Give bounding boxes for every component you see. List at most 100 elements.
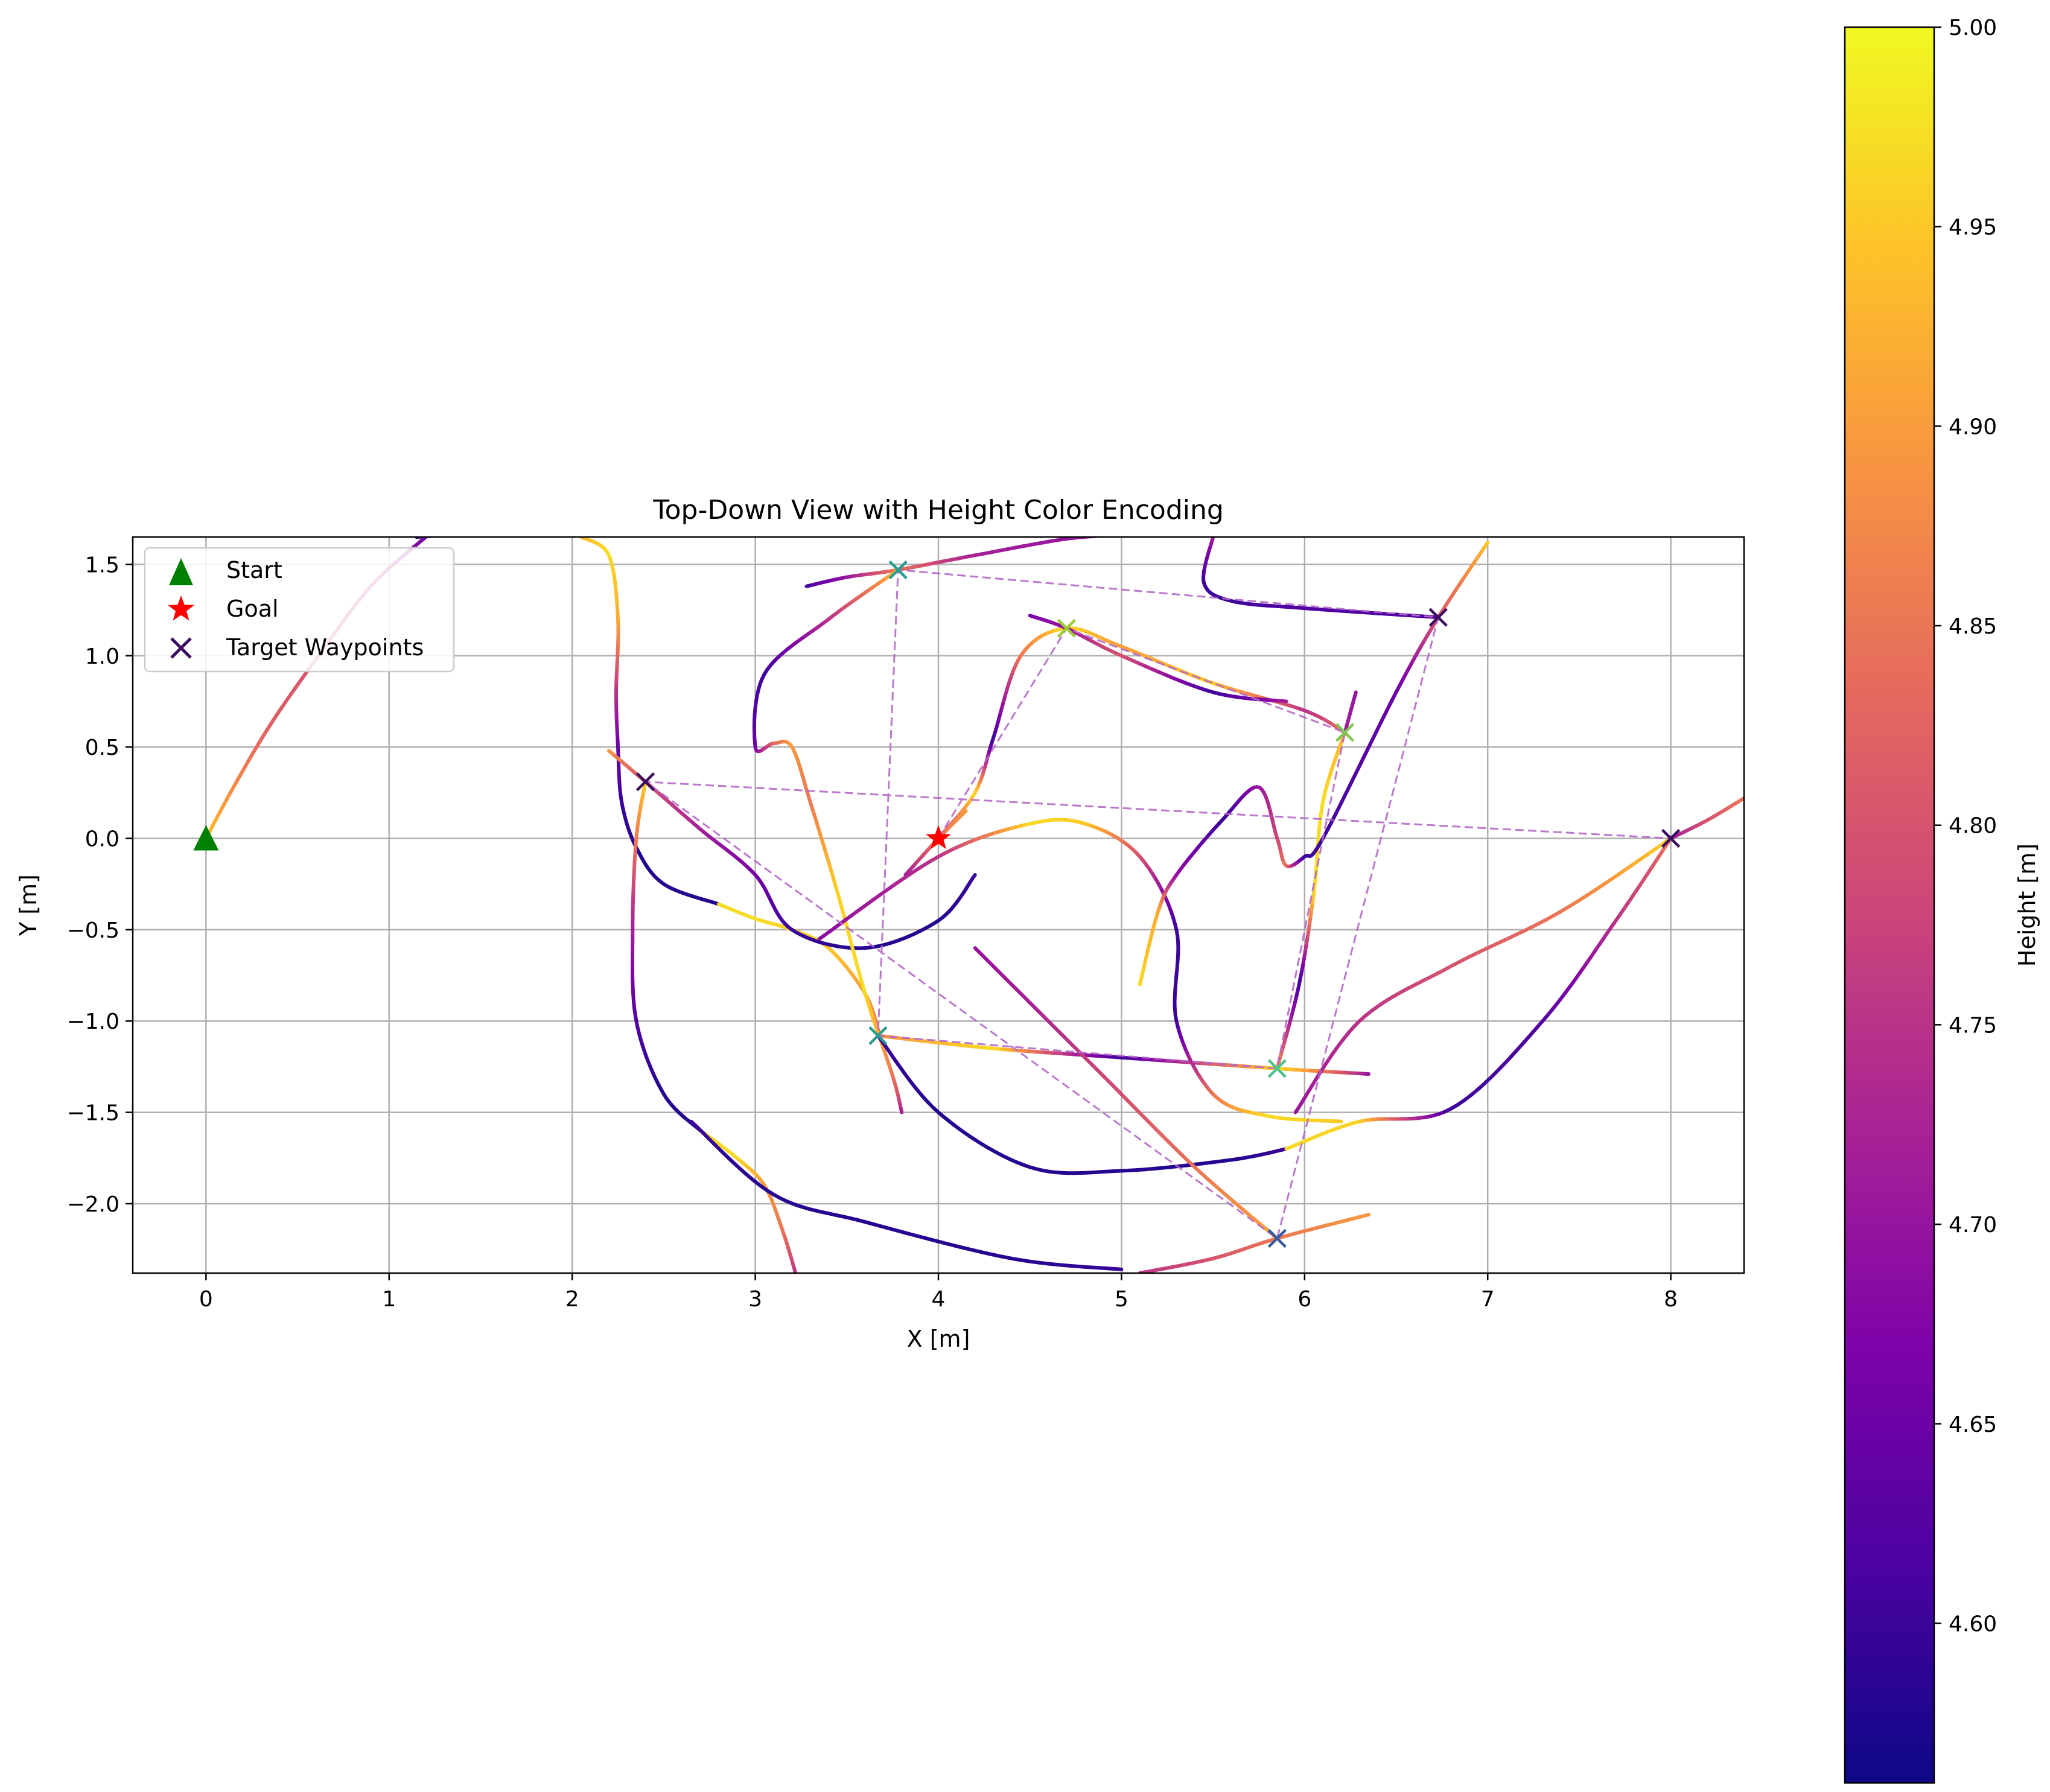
trajectory-piece (911, 865, 924, 874)
trajectory-piece (1176, 1060, 1192, 1064)
waypoint-stroke (888, 560, 908, 580)
y-tick-label: −1.0 (67, 1009, 119, 1034)
waypoint-marker (1267, 1059, 1287, 1078)
y-axis-label: Y [m] (15, 874, 42, 936)
trajectory-segment (1138, 541, 1490, 987)
trajectory-piece (963, 809, 968, 814)
legend-waypoint-marker (170, 637, 192, 659)
trajectory-segment (1343, 690, 1358, 734)
waypoint-marker (635, 772, 655, 792)
colorbar-tick-label: 4.60 (1949, 1612, 1997, 1636)
legend-start-label: Start (226, 557, 282, 583)
trajectory-piece (1593, 882, 1607, 892)
waypoint-stroke (1661, 828, 1681, 848)
waypoint-stroke (868, 1026, 888, 1046)
trajectory-piece (1344, 779, 1354, 795)
trajectory-segment (1138, 1213, 1370, 1273)
trajectory-segment (1284, 836, 1673, 1151)
colorbar-tick-label: 4.70 (1949, 1213, 1997, 1238)
trajectory-segment (606, 749, 977, 950)
legend-goal-marker (168, 596, 194, 621)
trajectory-piece (958, 1245, 973, 1252)
y-tick-label: 1.5 (85, 553, 119, 577)
waypoint-stroke (1057, 618, 1076, 638)
trajectory-piece (1385, 699, 1394, 713)
trajectory-piece (1130, 1056, 1145, 1061)
trajectory-piece (1350, 767, 1360, 783)
trajectory-piece (1293, 1107, 1300, 1114)
trajectory-piece (1339, 790, 1348, 806)
waypoint-stroke (635, 772, 655, 792)
trajectory-piece (901, 871, 915, 881)
trajectory-piece (861, 898, 875, 909)
trajectory-piece (1340, 609, 1355, 614)
x-tick-label: 1 (382, 1287, 396, 1312)
trajectory-piece (972, 873, 977, 879)
x-tick-label: 5 (1115, 1287, 1128, 1312)
y-tick-label: −0.5 (67, 918, 119, 943)
trajectory-layer (204, 537, 1744, 1273)
colorbar-tick-label: 4.80 (1949, 814, 1997, 839)
trajectory-piece (1603, 875, 1616, 886)
trajectory-piece (871, 891, 885, 902)
waypoint-marker (888, 560, 908, 580)
colorbar-tick-label: 4.75 (1949, 1013, 1997, 1038)
x-tick-label: 6 (1297, 1287, 1311, 1312)
trajectory-segment (804, 537, 1122, 588)
trajectory-segment (817, 818, 1343, 1123)
waypoint-stroke (1267, 1228, 1287, 1248)
trajectory-piece (1363, 1213, 1370, 1218)
trajectory-segment (1028, 614, 1288, 704)
legend-box (144, 547, 455, 673)
trajectory-segment (1293, 836, 1673, 1114)
trajectory-piece (1374, 611, 1389, 616)
waypoint-stroke (1267, 1059, 1287, 1078)
colorbar-tick-label: 4.85 (1949, 614, 1997, 639)
goal-marker (926, 825, 951, 850)
colorbar-gradient (1844, 26, 1935, 1784)
trajectory-piece (881, 884, 895, 895)
colorbar-label: Height [m] (2014, 844, 2040, 967)
trajectory-piece (946, 1242, 962, 1249)
trajectory-piece (1368, 731, 1378, 746)
trajectory-piece (891, 877, 905, 888)
start-marker (193, 825, 219, 851)
trajectory-segment (716, 902, 882, 1038)
x-axis-ticks: 0 1 2 3 4 5 6 7 8 (199, 1273, 1678, 1312)
marker-layer (193, 560, 1681, 1248)
trajectory-piece (891, 1228, 906, 1234)
chart-title: Top-Down View with Height Color Encoding (652, 495, 1224, 526)
colorbar-tick-label: 4.90 (1949, 415, 1997, 439)
trajectory-piece (913, 1233, 928, 1241)
trajectory-piece (1374, 719, 1384, 735)
waypoint-marker (1661, 828, 1681, 848)
x-axis-label: X [m] (907, 1326, 970, 1352)
waypoint-stroke (1428, 608, 1448, 627)
y-tick-label: 1.0 (85, 644, 119, 669)
legend-goal-label: Goal (226, 596, 279, 622)
trajectory-piece (969, 1248, 984, 1254)
trajectory-piece (1334, 802, 1343, 816)
trajectory-piece (1380, 708, 1389, 723)
plot-content (193, 537, 1744, 1273)
x-tick-label: 4 (932, 1287, 946, 1312)
waypoint-marker (1428, 608, 1448, 627)
waypoint-marker (868, 1026, 888, 1046)
trajectory-piece (1356, 755, 1366, 771)
x-tick-label: 0 (199, 1287, 213, 1312)
trajectory-segment (631, 780, 702, 1133)
colorbar-ticks: 4.60 4.65 4.70 4.75 4.80 4.85 4.90 4.95 5.00 (1934, 16, 1997, 1636)
waypoint-marker (1057, 618, 1076, 638)
x-tick-label: 8 (1664, 1287, 1678, 1312)
colorbar-tick-label: 4.95 (1949, 215, 1997, 240)
trajectory-piece (1354, 690, 1358, 696)
legend-waypoint-label: Target Waypoints (226, 634, 424, 661)
trajectory-piece (902, 1230, 917, 1238)
trajectory-piece (852, 904, 865, 916)
x-tick-label: 3 (748, 1287, 762, 1312)
waypoint-marker (1335, 723, 1355, 742)
legend-start-marker (169, 558, 193, 585)
trajectory-piece (935, 1239, 950, 1246)
x-tick-label: 2 (565, 1287, 579, 1312)
